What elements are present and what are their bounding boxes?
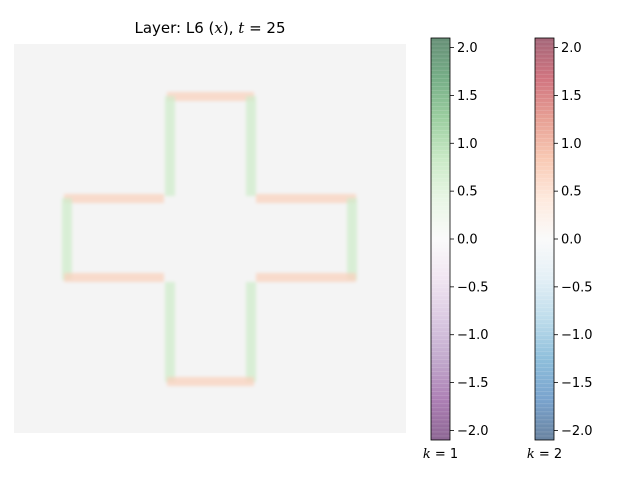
- edge-bottom-arm-bottom: [167, 377, 254, 386]
- colorbar-tick-label: −1.0: [457, 328, 489, 343]
- colorbar-tick-label: −1.5: [561, 376, 593, 391]
- edge-bottom-arm-right: [246, 282, 256, 382]
- edge-top-arm-left: [165, 96, 175, 196]
- colorbar-tick-label: −1.5: [457, 376, 489, 391]
- colorbar-k2-label: k = 2: [527, 447, 562, 462]
- colorbar-k1-label: k = 1: [423, 447, 458, 462]
- colorbar-k2-ticks: 2.0 1.5 1.0 0.5 0.0 −0.5 −1.0 −1.5 −2.0: [554, 41, 593, 439]
- colorbar-tick-label: 0.5: [561, 185, 582, 200]
- edge-left-arm-top: [64, 194, 164, 203]
- colorbar-tick-label: −0.5: [561, 280, 593, 295]
- colorbar-k1: 2.0 1.5 1.0 0.5 0.0 −0.5 −1.0 −1.5 −2.0 k = 1: [423, 37, 489, 462]
- edge-bottom-arm-left: [165, 282, 175, 382]
- edge-right-arm-bottom: [256, 273, 356, 282]
- colorbar-tick-label: −0.5: [457, 280, 489, 295]
- colorbar-tick-label: 1.0: [561, 137, 582, 152]
- chart-title: Layer: L6 (x), t = 25: [134, 19, 286, 37]
- colorbar-tick-label: −1.0: [561, 328, 593, 343]
- heatmap-background: [14, 44, 406, 433]
- plus-outline-edges: [62, 92, 357, 386]
- colorbar-tick-label: −2.0: [561, 424, 593, 439]
- colorbar-tick-label: 1.5: [457, 89, 478, 104]
- heatmap: [14, 44, 406, 433]
- edge-left-arm-bottom: [64, 273, 164, 282]
- colorbar-tick-label: 0.5: [457, 185, 478, 200]
- colorbar-k2-stripes: [535, 41, 554, 437]
- colorbar-tick-label: 0.0: [457, 233, 478, 248]
- colorbar-tick-label: 1.5: [561, 89, 582, 104]
- colorbar-tick-label: −2.0: [457, 424, 489, 439]
- edge-right-arm-top: [256, 194, 356, 203]
- colorbar-k2-gradient: [535, 38, 554, 440]
- colorbar-k1-ticks: 2.0 1.5 1.0 0.5 0.0 −0.5 −1.0 −1.5 −2.0: [450, 41, 489, 439]
- edge-right-arm-right: [347, 198, 357, 280]
- edge-top-arm-top: [167, 92, 254, 101]
- colorbar-k2: 2.0 1.5 1.0 0.5 0.0 −0.5 −1.0 −1.5 −2.0 k = 2: [527, 37, 593, 462]
- colorbar-tick-label: 2.0: [561, 41, 582, 56]
- colorbar-k1-gradient: [431, 38, 450, 440]
- colorbar-tick-label: 2.0: [457, 41, 478, 56]
- colorbar-tick-label: 1.0: [457, 137, 478, 152]
- edge-left-arm-left: [62, 198, 72, 280]
- colorbar-k1-stripes: [431, 41, 450, 437]
- edge-top-arm-right: [246, 96, 256, 196]
- colorbar-tick-label: 0.0: [561, 233, 582, 248]
